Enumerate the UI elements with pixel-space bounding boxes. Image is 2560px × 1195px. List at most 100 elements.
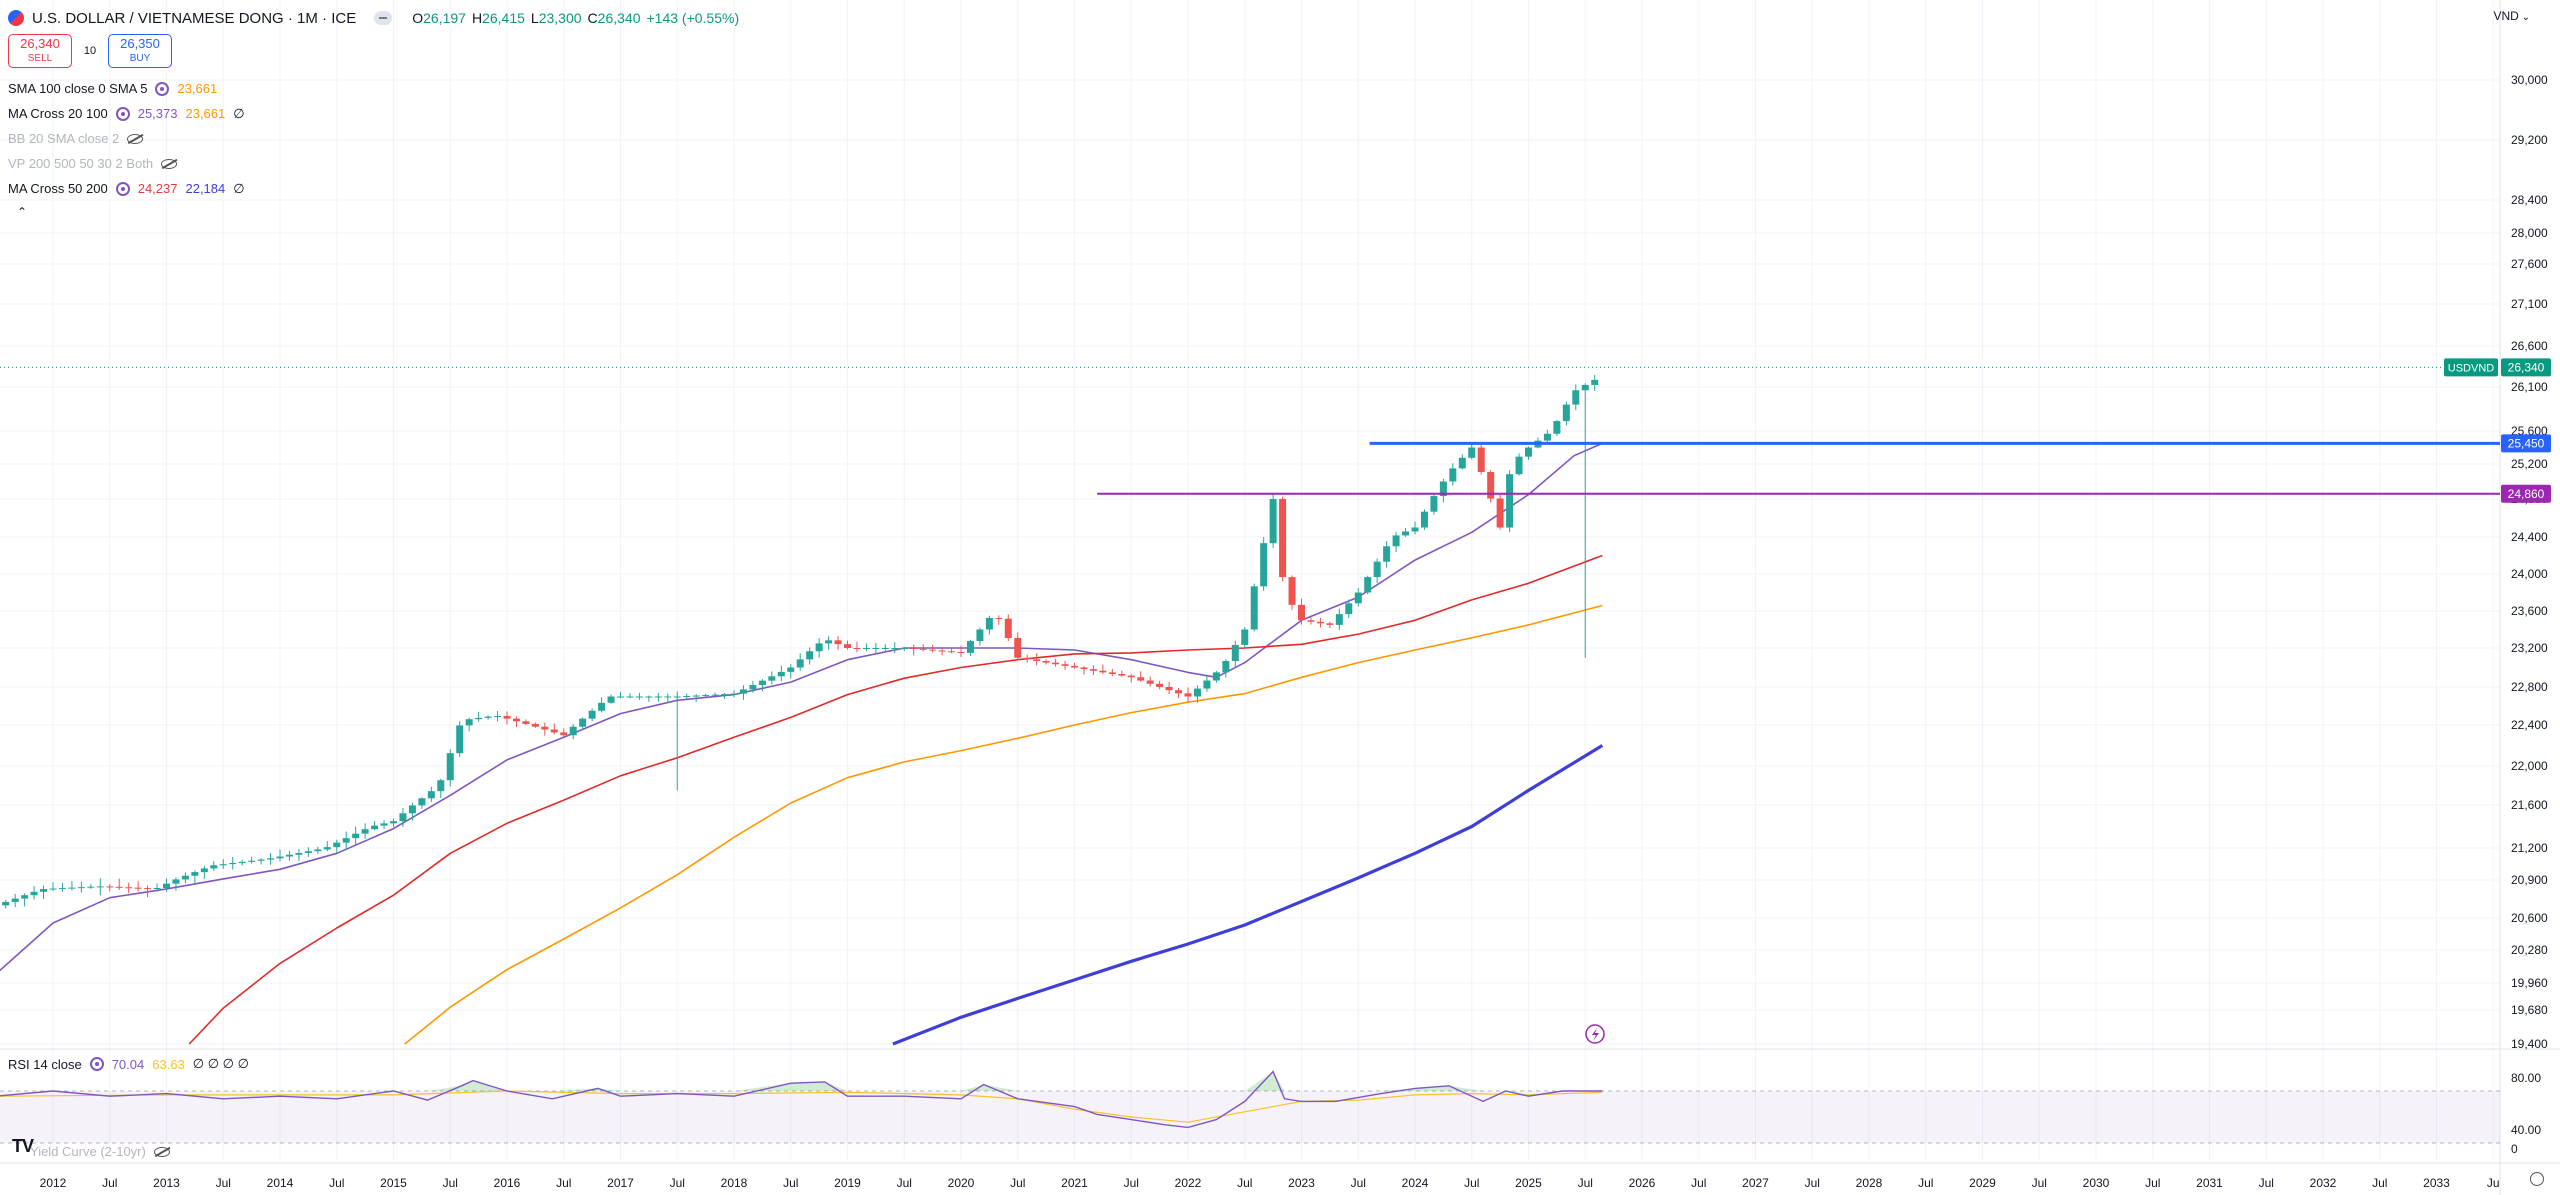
candle-body[interactable] bbox=[1127, 675, 1135, 678]
candle-body[interactable] bbox=[1052, 662, 1060, 665]
candle-body[interactable] bbox=[683, 696, 691, 698]
symbol-title[interactable]: U.S. DOLLAR / VIETNAMESE DONG · 1M · ICE bbox=[32, 9, 357, 27]
candle-body[interactable] bbox=[390, 821, 397, 824]
candle-body[interactable] bbox=[569, 726, 577, 736]
candle-body[interactable] bbox=[465, 719, 473, 726]
candle-body[interactable] bbox=[541, 726, 549, 730]
candle-body[interactable] bbox=[1487, 472, 1495, 499]
candle-body[interactable] bbox=[1250, 586, 1258, 630]
candle-body[interactable] bbox=[153, 887, 161, 889]
rsi-settings-icon[interactable] bbox=[89, 1057, 104, 1071]
ma-line[interactable] bbox=[188, 554, 1603, 1045]
candle-body[interactable] bbox=[1515, 456, 1523, 475]
sell-button[interactable]: 26,340 SELL bbox=[8, 34, 72, 68]
candle-body[interactable] bbox=[40, 889, 48, 892]
candle-body[interactable] bbox=[1316, 621, 1324, 624]
candle-body[interactable] bbox=[494, 716, 502, 718]
chevron-up-icon[interactable]: ⌃ bbox=[16, 205, 28, 219]
indicator-settings-icon[interactable] bbox=[115, 106, 130, 121]
candle-body[interactable] bbox=[1014, 637, 1022, 658]
indicator-row[interactable]: MA Cross 20 100 25,373 23,661 ∅ bbox=[8, 101, 245, 126]
candle-body[interactable] bbox=[437, 780, 445, 792]
candle-body[interactable] bbox=[267, 858, 275, 860]
candle-body[interactable] bbox=[21, 895, 29, 899]
candle-body[interactable] bbox=[399, 813, 407, 822]
candle-body[interactable] bbox=[68, 887, 76, 889]
candle-body[interactable] bbox=[475, 717, 483, 720]
yield-curve-label[interactable]: Yield Curve (2-10yr) bbox=[30, 1144, 146, 1159]
candle-body[interactable] bbox=[304, 851, 312, 853]
candle-body[interactable] bbox=[995, 617, 1003, 619]
candle-body[interactable] bbox=[1023, 657, 1031, 660]
candle-body[interactable] bbox=[323, 847, 331, 850]
candle-body[interactable] bbox=[635, 696, 643, 698]
candle-body[interactable] bbox=[976, 629, 984, 642]
candle-body[interactable] bbox=[1118, 674, 1126, 676]
candle-body[interactable] bbox=[408, 805, 416, 814]
hidden-eye-icon[interactable] bbox=[161, 158, 178, 169]
indicator-settings-icon[interactable] bbox=[155, 81, 170, 96]
tradingview-logo[interactable]: TV bbox=[12, 1136, 34, 1156]
candle-body[interactable] bbox=[87, 886, 95, 888]
flash-icon[interactable] bbox=[1585, 1024, 1605, 1044]
buy-button[interactable]: 26,350 BUY bbox=[108, 34, 172, 68]
candle-body[interactable] bbox=[1581, 384, 1589, 391]
candle-body[interactable] bbox=[1468, 447, 1476, 458]
candle-body[interactable] bbox=[210, 865, 218, 869]
rsi-line[interactable] bbox=[0, 1070, 1603, 1129]
candle-body[interactable] bbox=[1430, 496, 1438, 512]
candle-body[interactable] bbox=[1553, 421, 1561, 434]
candle-body[interactable] bbox=[588, 710, 596, 719]
candle-body[interactable] bbox=[1307, 620, 1315, 622]
candle-body[interactable] bbox=[427, 791, 435, 799]
candle-body[interactable] bbox=[248, 860, 256, 862]
candle-body[interactable] bbox=[985, 617, 993, 630]
candle-body[interactable] bbox=[522, 721, 530, 724]
candle-body[interactable] bbox=[1231, 644, 1239, 661]
candle-body[interactable] bbox=[910, 648, 918, 649]
ma-line[interactable] bbox=[0, 442, 1603, 973]
candle-body[interactable] bbox=[219, 864, 227, 866]
candle-body[interactable] bbox=[1298, 604, 1305, 621]
candle-body[interactable] bbox=[1212, 672, 1220, 681]
candle-body[interactable] bbox=[834, 640, 842, 645]
candle-body[interactable] bbox=[1061, 664, 1069, 666]
candle-body[interactable] bbox=[777, 671, 785, 677]
rsi-label[interactable]: RSI 14 close bbox=[8, 1056, 82, 1072]
candle-body[interactable] bbox=[721, 694, 729, 696]
candle-body[interactable] bbox=[579, 718, 587, 727]
candle-body[interactable] bbox=[1506, 474, 1514, 528]
candle-body[interactable] bbox=[1411, 527, 1419, 532]
candle-body[interactable] bbox=[1591, 379, 1599, 385]
candle-body[interactable] bbox=[664, 696, 672, 698]
candle-body[interactable] bbox=[1175, 690, 1183, 694]
candle-body[interactable] bbox=[181, 875, 189, 880]
candle-body[interactable] bbox=[1184, 693, 1192, 697]
candle-body[interactable] bbox=[446, 753, 454, 781]
candle-body[interactable] bbox=[1335, 614, 1343, 625]
ma-line[interactable] bbox=[404, 604, 1603, 1045]
candle-body[interactable] bbox=[768, 676, 776, 681]
candle-body[interactable] bbox=[692, 695, 700, 697]
candle-body[interactable] bbox=[1099, 670, 1107, 673]
candle-body[interactable] bbox=[550, 729, 558, 733]
candle-body[interactable] bbox=[844, 644, 851, 648]
candle-body[interactable] bbox=[30, 891, 38, 896]
candle-body[interactable] bbox=[115, 886, 123, 888]
candle-body[interactable] bbox=[314, 849, 322, 852]
candle-body[interactable] bbox=[484, 716, 492, 718]
candle-body[interactable] bbox=[11, 898, 19, 902]
candle-body[interactable] bbox=[626, 696, 634, 698]
candle-body[interactable] bbox=[361, 829, 369, 834]
candle-body[interactable] bbox=[598, 702, 606, 711]
candle-body[interactable] bbox=[607, 696, 615, 703]
candle-body[interactable] bbox=[881, 648, 889, 649]
candle-body[interactable] bbox=[134, 887, 142, 889]
candle-body[interactable] bbox=[929, 649, 937, 651]
candle-body[interactable] bbox=[191, 872, 199, 876]
candle-body[interactable] bbox=[1392, 535, 1400, 547]
candle-body[interactable] bbox=[503, 716, 511, 719]
indicator-row[interactable]: BB 20 SMA close 2 bbox=[8, 126, 245, 151]
candle-body[interactable] bbox=[295, 852, 303, 855]
candle-body[interactable] bbox=[2, 901, 10, 906]
